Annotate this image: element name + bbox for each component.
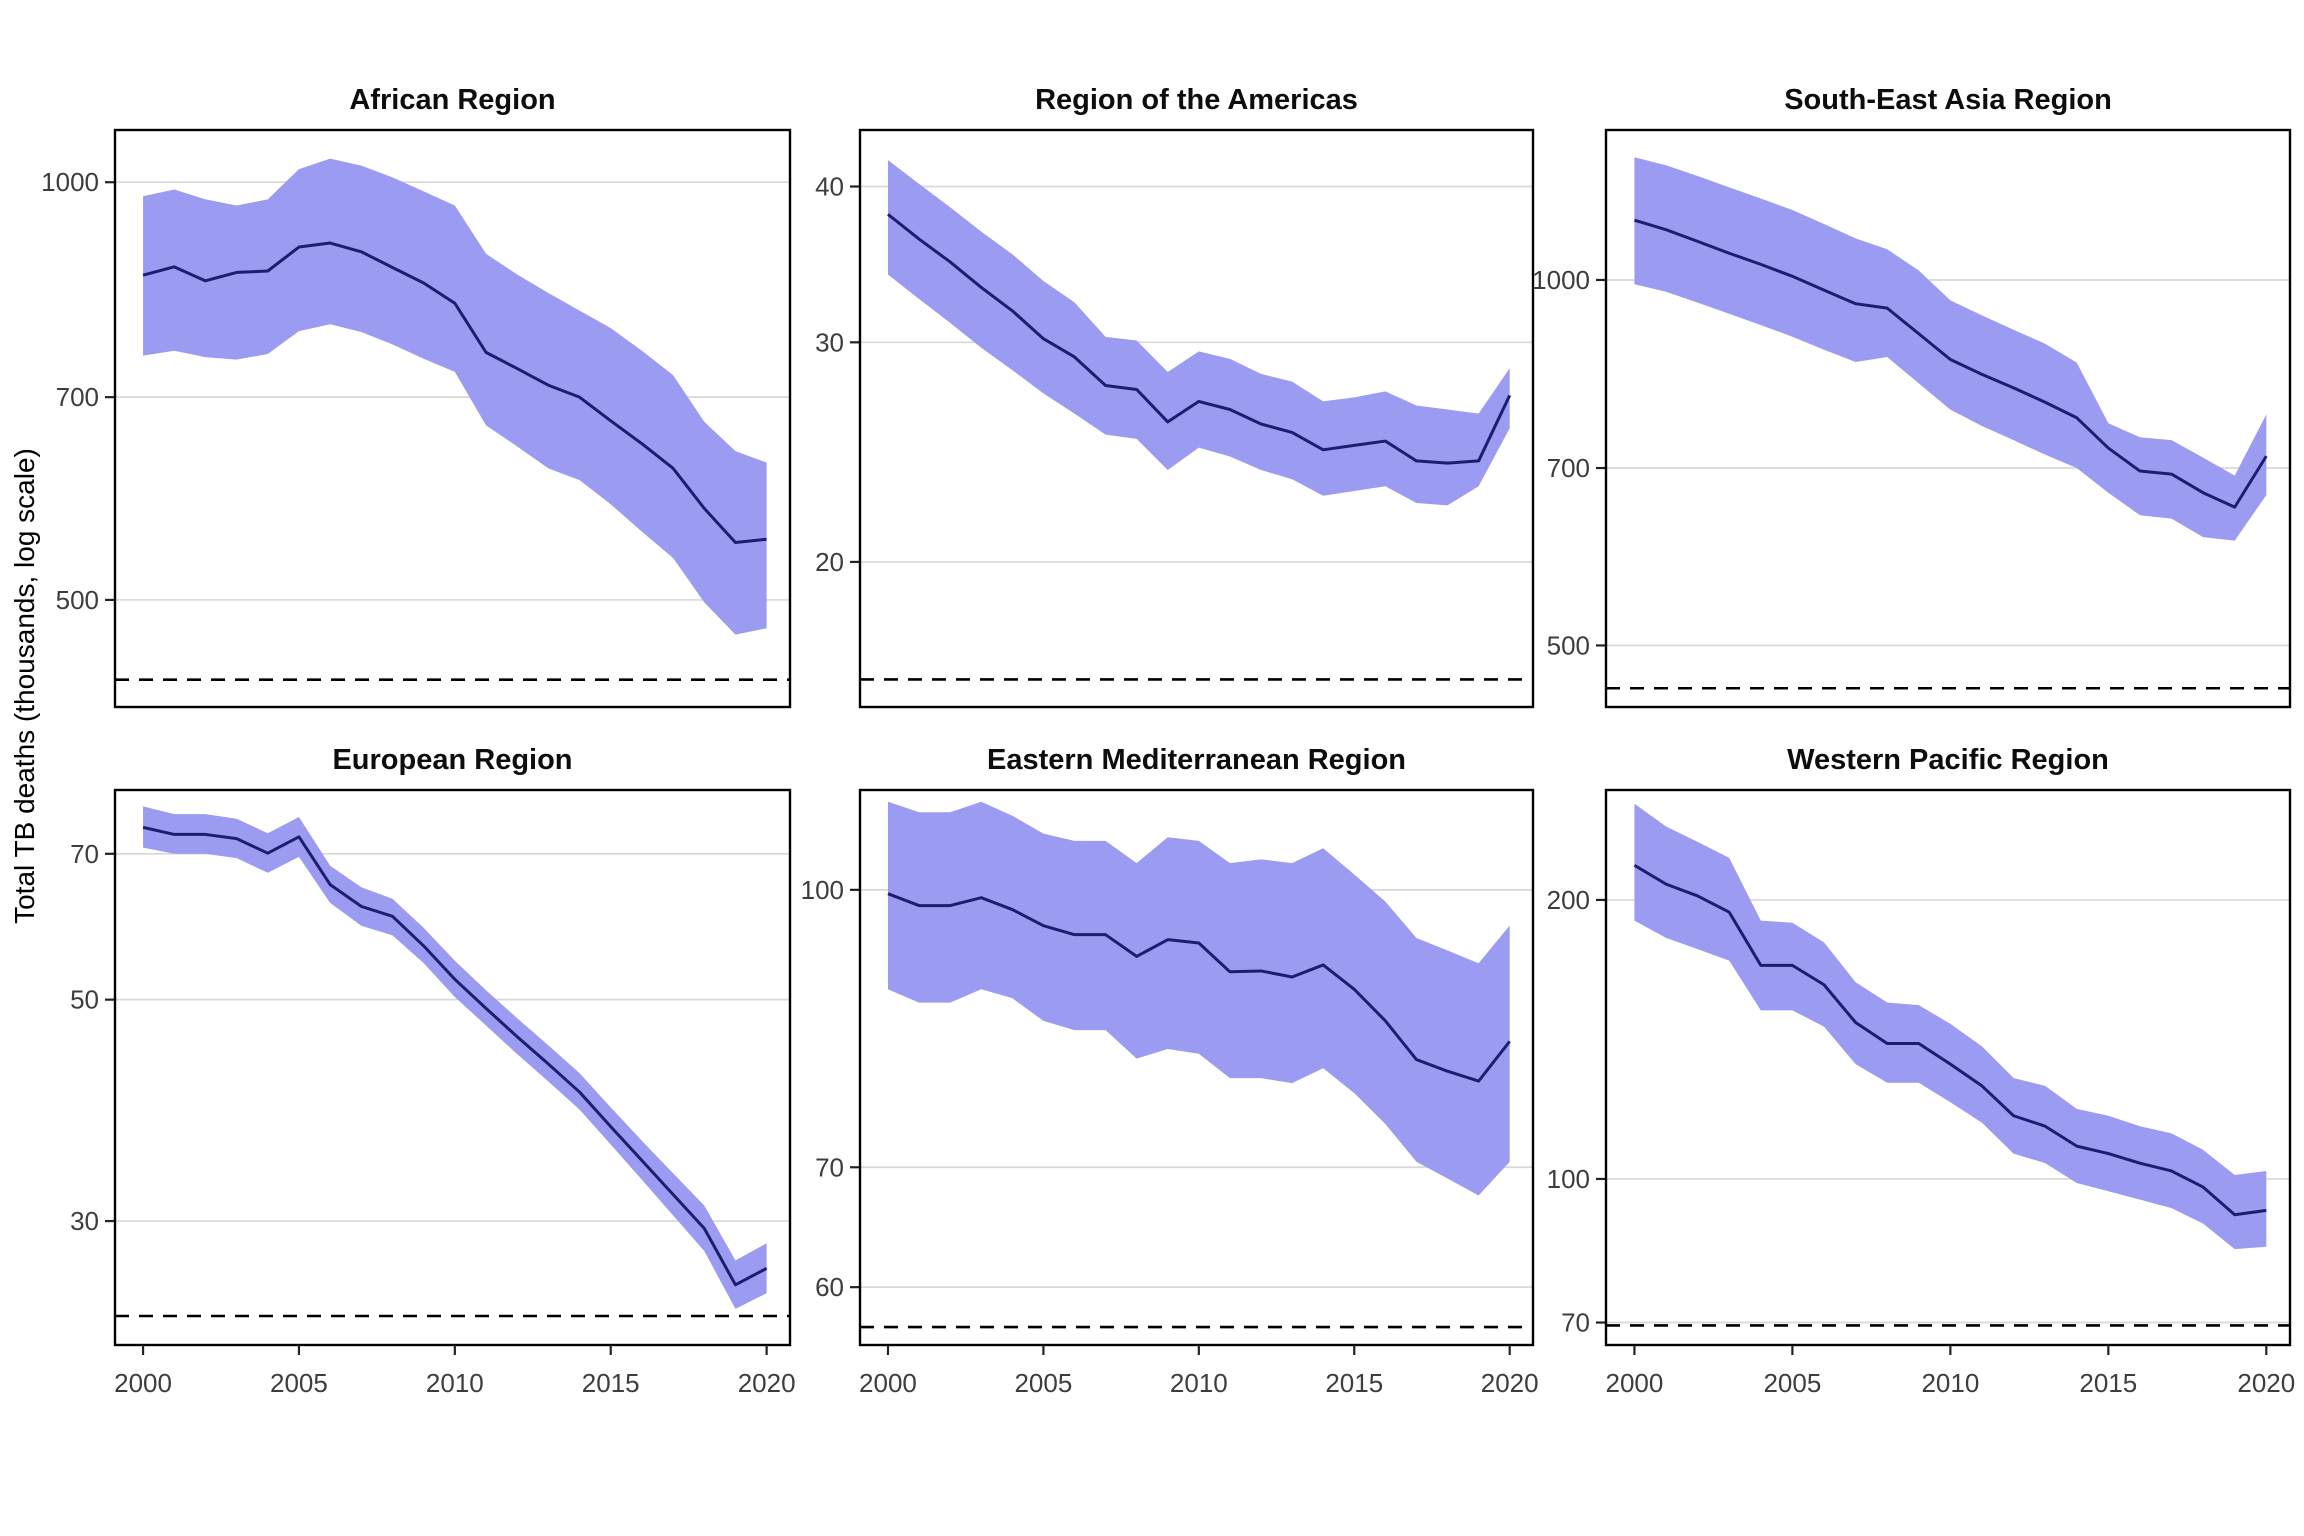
x-tick-label: 2010: [426, 1368, 484, 1398]
x-tick-label: 2005: [1014, 1368, 1072, 1398]
panel-region-of-the-americas: 40 30 20: [815, 128, 1535, 709]
panel-title-western-pacific-region: Western Pacific Region: [1787, 744, 2109, 776]
x-tick-label: 2020: [738, 1368, 796, 1398]
panel-title-eastern-mediterranean-region: Eastern Mediterranean Region: [987, 744, 1406, 776]
y-tick-label: 1000: [41, 167, 99, 197]
x-tick-label: 2000: [1606, 1368, 1664, 1398]
x-tick-label: 2010: [1170, 1368, 1228, 1398]
panel-south-east-asia-region: 1000 700 500: [1532, 128, 2292, 709]
panel-title-region-of-the-americas: Region of the Americas: [1035, 84, 1358, 116]
y-tick-label: 60: [815, 1272, 844, 1302]
x-tick-label: 2015: [1325, 1368, 1383, 1398]
panel-border: [1604, 788, 2292, 1347]
x-tick-label: 2015: [2079, 1368, 2137, 1398]
trend-line: [887, 892, 1511, 1083]
panel-european-region: 70 50 30 2000 2005 2010 2015 2020: [70, 788, 796, 1398]
y-tick-label: 20: [815, 547, 844, 577]
panel-border: [858, 788, 1535, 1347]
trend-line: [1633, 863, 2267, 1217]
y-tick-label: 1000: [1532, 265, 1590, 295]
panel-border: [858, 128, 1535, 709]
x-tick-label: 2020: [1481, 1368, 1539, 1398]
trend-line: [142, 241, 767, 544]
panel-title-african-region: African Region: [349, 84, 556, 116]
y-tick-label: 70: [70, 839, 99, 869]
y-tick-label: 70: [1561, 1308, 1590, 1338]
x-tick-label: 2005: [1763, 1368, 1821, 1398]
y-tick-label: 700: [1547, 453, 1590, 483]
y-tick-label: 50: [70, 985, 99, 1015]
panel-eastern-mediterranean-region: 100 70 60 2000 2005 2010 2015 2020: [801, 788, 1539, 1398]
y-tick-label: 500: [56, 585, 99, 615]
panel-title-european-region: European Region: [332, 744, 573, 776]
x-tick-label: 2015: [582, 1368, 640, 1398]
uncertainty-band: [1634, 803, 2267, 1250]
y-tick-label: 40: [815, 172, 844, 202]
y-tick-label: 500: [1547, 630, 1590, 660]
panel-african-region: 1000 700 500: [41, 128, 792, 709]
panel-border: [113, 788, 792, 1347]
x-tick-label: 2020: [2237, 1368, 2295, 1398]
trend-line: [142, 825, 768, 1287]
y-tick-label: 100: [1547, 1164, 1590, 1194]
y-tick-label: 100: [801, 875, 844, 905]
panel-title-south-east-asia-region: South-East Asia Region: [1784, 84, 2112, 116]
trend-line: [887, 213, 1512, 465]
y-tick-label: 30: [815, 327, 844, 357]
y-tick-label: 200: [1547, 885, 1590, 915]
x-tick-label: 2000: [859, 1368, 917, 1398]
uncertainty-band: [887, 801, 1510, 1196]
y-tick-label: 70: [815, 1152, 844, 1182]
x-tick-label: 2005: [270, 1368, 328, 1398]
uncertainty-band: [143, 806, 767, 1309]
uncertainty-band: [887, 160, 1510, 506]
y-tick-label: 700: [56, 382, 99, 412]
uncertainty-band: [1634, 157, 2267, 541]
uncertainty-band: [143, 158, 767, 635]
panel-border: [113, 128, 792, 709]
trend-line: [1633, 218, 2268, 509]
panel-border: [1604, 128, 2292, 709]
panel-western-pacific-region: 200 100 70 2000 2005 2010 2015 2020: [1547, 788, 2295, 1398]
x-tick-label: 2000: [114, 1368, 172, 1398]
x-tick-label: 2010: [1921, 1368, 1979, 1398]
y-tick-label: 30: [70, 1206, 99, 1236]
